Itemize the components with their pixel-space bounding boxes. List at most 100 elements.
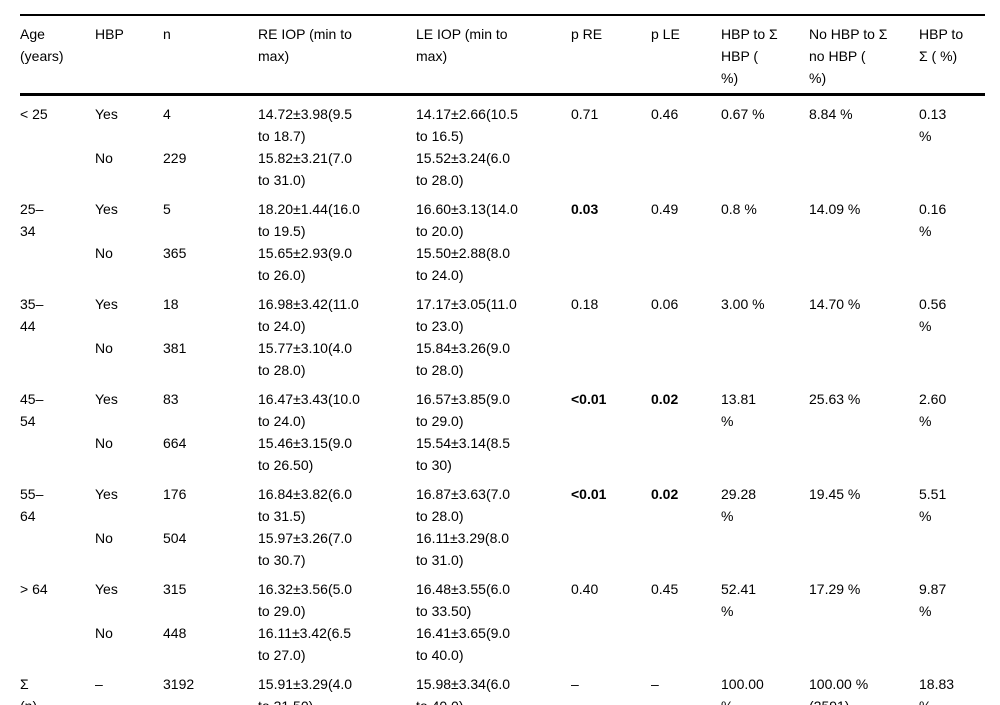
cell-p-le: 0.46	[651, 106, 679, 122]
cell-le-iop: 16.57±3.85(9.0 to 29.0)	[416, 391, 511, 429]
cell-hbp: No	[95, 245, 113, 261]
cell-re-iop: 15.91±3.29(4.0 to 31.50)	[258, 676, 353, 705]
cell-hbp-to-sum	[919, 432, 985, 476]
cell-hbp: –	[95, 676, 103, 692]
cell-p-le	[651, 527, 721, 571]
cell-re-iop: 14.72±3.98(9.5 to 18.7)	[258, 106, 353, 144]
cell-p-le	[651, 147, 721, 191]
table-row: 25– 34 Yes 5 18.20±1.44(16.0 to 19.5) 16.60±…	[20, 191, 985, 242]
cell-hbp-to-sum	[919, 527, 985, 571]
table-row: < 25 Yes 4 14.72±3.98(9.5 to 18.7) 14.17±2.6…	[20, 95, 985, 148]
cell-hbp-to-sum	[919, 242, 985, 286]
cell-n: 381	[163, 340, 187, 356]
cell-p-re: <0.01	[571, 486, 607, 502]
cell-n: 4	[163, 106, 171, 122]
cell-hbp: No	[95, 530, 113, 546]
header-row: Age (years) HBP n RE IOP (min to max) LE IOP…	[20, 15, 985, 96]
table-header: Age (years) HBP n RE IOP (min to max) LE IOP…	[20, 15, 985, 96]
cell-age: Σ (n)	[20, 676, 37, 705]
cell-hbp: No	[95, 150, 113, 166]
cell-no-hbp-to-sum-no-hbp: 100.00 % (2591)	[809, 676, 869, 705]
cell-hbp-to-sum-hbp: 13.81 %	[721, 391, 757, 429]
cell-re-iop: 15.46±3.15(9.0 to 26.50)	[258, 435, 353, 473]
cell-le-iop: 15.98±3.34(6.0 to 40.0)	[416, 676, 511, 705]
cell-age: > 64	[20, 581, 48, 597]
cell-le-iop: 14.17±2.66(10.5 to 16.5)	[416, 106, 518, 144]
cell-re-iop: 15.82±3.21(7.0 to 31.0)	[258, 150, 353, 188]
cell-no-hbp-to-sum-no-hbp	[809, 432, 919, 476]
column-header-hbp-to-sum: HBP to Σ ( %)	[919, 15, 985, 96]
cell-n: 365	[163, 245, 187, 261]
cell-p-re: –	[571, 676, 579, 692]
cell-p-le: 0.02	[651, 391, 679, 407]
cell-p-le	[651, 622, 721, 666]
cell-p-re: 0.18	[571, 296, 599, 312]
cell-re-iop: 16.47±3.43(10.0 to 24.0)	[258, 391, 360, 429]
cell-no-hbp-to-sum-no-hbp: 17.29 %	[809, 581, 861, 597]
column-header-age: Age (years)	[20, 15, 95, 96]
cell-age	[20, 337, 95, 381]
cell-n: 18	[163, 296, 179, 312]
cell-hbp-to-sum: 0.16 %	[919, 201, 947, 239]
cell-le-iop: 16.48±3.55(6.0 to 33.50)	[416, 581, 511, 619]
table-row: No 381 15.77±3.10(4.0 to 28.0) 15.84±3.26(9…	[20, 337, 985, 381]
cell-re-iop: 18.20±1.44(16.0 to 19.5)	[258, 201, 360, 239]
cell-hbp-to-sum-hbp: 0.67 %	[721, 106, 765, 122]
cell-p-le	[651, 242, 721, 286]
cell-no-hbp-to-sum-no-hbp	[809, 622, 919, 666]
cell-le-iop: 16.60±3.13(14.0 to 20.0)	[416, 201, 518, 239]
cell-hbp-to-sum-hbp: 52.41 %	[721, 581, 757, 619]
column-header-hbp-to-sum-hbp: HBP to Σ HBP ( %)	[721, 15, 809, 96]
cell-le-iop: 16.87±3.63(7.0 to 28.0)	[416, 486, 511, 524]
cell-hbp-to-sum-hbp: 29.28 %	[721, 486, 757, 524]
column-header-le-iop: LE IOP (min to max)	[416, 15, 571, 96]
cell-hbp: Yes	[95, 106, 118, 122]
cell-re-iop: 15.65±2.93(9.0 to 26.0)	[258, 245, 353, 283]
cell-hbp-to-sum: 5.51 %	[919, 486, 947, 524]
cell-re-iop: 15.77±3.10(4.0 to 28.0)	[258, 340, 353, 378]
table-row: Σ (n) – 3192 15.91±3.29(4.0 to 31.50) 15.98±…	[20, 666, 985, 705]
table-row: No 229 15.82±3.21(7.0 to 31.0) 15.52±3.24(6…	[20, 147, 985, 191]
cell-hbp-to-sum-hbp: 100.00 % (601)	[721, 676, 764, 705]
cell-re-iop: 15.97±3.26(7.0 to 30.7)	[258, 530, 353, 568]
cell-p-re: <0.01	[571, 391, 607, 407]
cell-le-iop: 15.54±3.14(8.5 to 30)	[416, 435, 511, 473]
cell-hbp: No	[95, 625, 113, 641]
cell-no-hbp-to-sum-no-hbp: 14.09 %	[809, 201, 861, 217]
cell-no-hbp-to-sum-no-hbp: 25.63 %	[809, 391, 861, 407]
cell-n: 504	[163, 530, 187, 546]
table-row: 45– 54 Yes 83 16.47±3.43(10.0 to 24.0) 16.57…	[20, 381, 985, 432]
cell-age	[20, 147, 95, 191]
cell-hbp-to-sum: 9.87 %	[919, 581, 947, 619]
cell-n: 664	[163, 435, 187, 451]
cell-p-le: –	[651, 676, 659, 692]
column-header-hbp: HBP	[95, 15, 163, 96]
table-row: No 664 15.46±3.15(9.0 to 26.50) 15.54±3.14(…	[20, 432, 985, 476]
table-row: No 448 16.11±3.42(6.5 to 27.0) 16.41±3.65(9…	[20, 622, 985, 666]
cell-age: < 25	[20, 106, 48, 122]
cell-hbp: No	[95, 340, 113, 356]
cell-age	[20, 527, 95, 571]
cell-p-re	[571, 622, 651, 666]
cell-hbp-to-sum-hbp	[721, 337, 809, 381]
cell-n: 83	[163, 391, 179, 407]
cell-p-re	[571, 432, 651, 476]
cell-hbp: Yes	[95, 296, 118, 312]
cell-hbp-to-sum-hbp: 0.8 %	[721, 201, 757, 217]
cell-n: 3192	[163, 676, 195, 692]
column-header-p-re: p RE	[571, 15, 651, 96]
column-header-n: n	[163, 15, 258, 96]
cell-n: 5	[163, 201, 171, 217]
cell-no-hbp-to-sum-no-hbp	[809, 147, 919, 191]
cell-no-hbp-to-sum-no-hbp	[809, 337, 919, 381]
cell-n: 448	[163, 625, 187, 641]
cell-le-iop: 15.84±3.26(9.0 to 28.0)	[416, 340, 511, 378]
cell-hbp-to-sum-hbp	[721, 432, 809, 476]
cell-hbp: Yes	[95, 486, 118, 502]
cell-p-le	[651, 432, 721, 476]
cell-n: 176	[163, 486, 187, 502]
cell-le-iop: 17.17±3.05(11.0 to 23.0)	[416, 296, 517, 334]
table-row: 55– 64 Yes 176 16.84±3.82(6.0 to 31.5) 16.87…	[20, 476, 985, 527]
iop-by-age-hbp-table: Age (years) HBP n RE IOP (min to max) LE IOP…	[20, 14, 985, 705]
